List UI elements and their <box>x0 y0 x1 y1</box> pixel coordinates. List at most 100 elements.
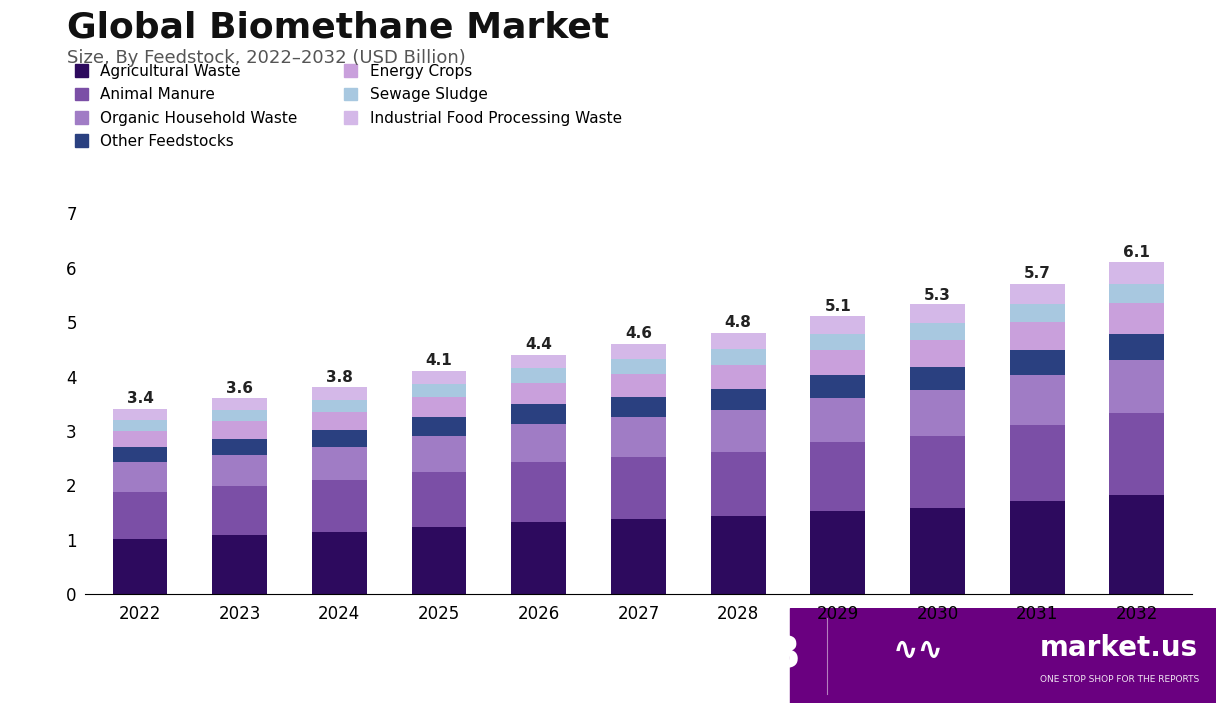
Bar <box>411 397 467 418</box>
Bar <box>610 359 666 374</box>
Bar <box>411 418 467 436</box>
Bar <box>511 368 567 382</box>
Text: 5.1: 5.1 <box>824 299 851 314</box>
Bar <box>113 420 168 431</box>
Bar <box>1009 284 1064 304</box>
Bar <box>313 480 367 532</box>
Bar <box>710 516 766 594</box>
Bar <box>113 463 168 492</box>
Bar <box>511 382 567 404</box>
Bar <box>710 349 766 365</box>
Bar <box>810 442 866 511</box>
Text: 5.7: 5.7 <box>1024 266 1051 281</box>
Bar <box>313 447 367 480</box>
Text: 4.8: 4.8 <box>725 316 751 330</box>
Bar <box>610 519 666 594</box>
Bar <box>411 371 467 384</box>
Bar <box>790 608 1216 703</box>
Bar <box>511 463 567 522</box>
Bar <box>710 410 766 451</box>
Bar <box>810 511 866 594</box>
Text: ∿∿: ∿∿ <box>893 636 944 665</box>
Bar <box>213 486 268 535</box>
Bar <box>910 390 964 437</box>
Text: 3.8: 3.8 <box>326 370 353 385</box>
Bar <box>213 455 268 486</box>
Bar <box>1109 494 1164 594</box>
Bar <box>910 508 964 594</box>
Bar <box>810 350 866 375</box>
Bar <box>411 384 467 397</box>
Text: 4.4: 4.4 <box>525 337 552 352</box>
Bar <box>1109 360 1164 413</box>
Bar <box>213 439 268 455</box>
Bar <box>411 527 467 594</box>
Text: 6.1%: 6.1% <box>193 634 317 677</box>
Bar <box>610 457 666 519</box>
Bar <box>1109 334 1164 360</box>
Bar <box>1009 501 1064 594</box>
Bar <box>113 409 168 420</box>
Bar <box>313 400 367 412</box>
Bar <box>810 398 866 442</box>
Bar <box>810 334 866 350</box>
Text: Size, By Feedstock, 2022–2032 (USD Billion): Size, By Feedstock, 2022–2032 (USD Billi… <box>67 49 466 67</box>
Bar <box>910 323 964 340</box>
Bar <box>113 431 168 447</box>
Bar <box>511 522 567 594</box>
Text: 3.6: 3.6 <box>226 380 253 396</box>
Bar <box>1009 425 1064 501</box>
Text: 4.6: 4.6 <box>625 326 652 341</box>
Bar <box>213 399 268 410</box>
Bar <box>511 404 567 424</box>
Bar <box>313 532 367 594</box>
Bar <box>710 451 766 516</box>
Text: ONE STOP SHOP FOR THE REPORTS: ONE STOP SHOP FOR THE REPORTS <box>1040 675 1199 684</box>
Bar <box>213 410 268 421</box>
Bar <box>710 365 766 389</box>
Bar <box>411 436 467 472</box>
Bar <box>1109 303 1164 334</box>
Bar <box>1109 262 1164 283</box>
Bar <box>213 535 268 594</box>
Bar <box>313 412 367 430</box>
Bar <box>610 417 666 457</box>
Bar <box>411 472 467 527</box>
Bar <box>1109 413 1164 494</box>
Bar <box>511 424 567 463</box>
Bar <box>610 374 666 396</box>
Bar <box>710 333 766 349</box>
Bar <box>710 389 766 410</box>
Bar <box>511 355 567 368</box>
Text: At the CAGR of:: At the CAGR of: <box>30 669 171 684</box>
Bar <box>910 304 964 323</box>
Text: The forecasted market: The forecasted market <box>413 637 619 652</box>
Text: market.us: market.us <box>1040 634 1198 662</box>
Bar <box>610 344 666 359</box>
Bar <box>610 396 666 417</box>
Text: 6.1: 6.1 <box>1124 245 1150 259</box>
Bar <box>910 437 964 508</box>
Bar <box>810 316 866 334</box>
Text: size for 2032 in USD:: size for 2032 in USD: <box>413 669 603 684</box>
Legend: Agricultural Waste, Animal Manure, Organic Household Waste, Other Feedstocks, En: Agricultural Waste, Animal Manure, Organ… <box>74 64 621 149</box>
Text: $6.1B: $6.1B <box>658 634 801 677</box>
Bar <box>1009 304 1064 322</box>
Text: 3.4: 3.4 <box>126 392 153 406</box>
Bar <box>1009 322 1064 351</box>
Bar <box>1109 283 1164 303</box>
Text: The Market will Grow: The Market will Grow <box>30 637 223 652</box>
Bar <box>1009 351 1064 375</box>
Text: 4.1: 4.1 <box>426 354 452 368</box>
Text: 5.3: 5.3 <box>924 288 951 303</box>
Bar <box>113 492 168 538</box>
Bar <box>910 340 964 367</box>
Bar <box>910 367 964 390</box>
Bar <box>213 421 268 439</box>
Bar <box>810 375 866 398</box>
Bar <box>313 430 367 447</box>
Bar <box>313 387 367 400</box>
Bar <box>113 538 168 594</box>
Text: Global Biomethane Market: Global Biomethane Market <box>67 11 609 44</box>
Bar <box>113 447 168 463</box>
